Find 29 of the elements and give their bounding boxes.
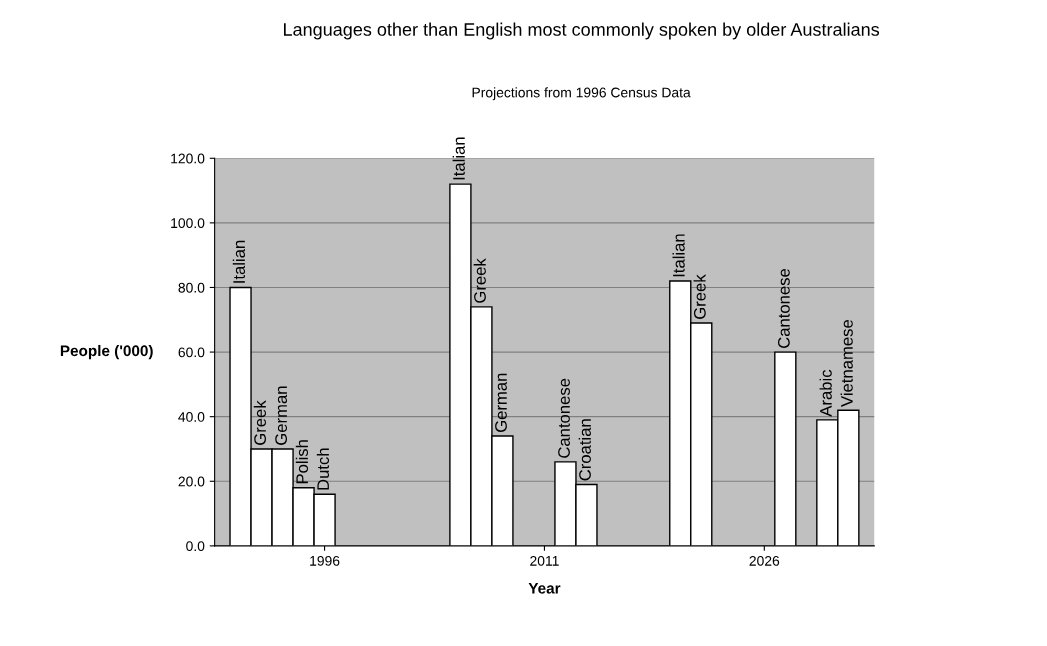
x-axis-title: Year — [528, 582, 561, 594]
x-tick-label: 2026 — [749, 555, 780, 566]
text: Italian — [232, 240, 245, 283]
text: Cantonese — [558, 378, 570, 458]
y-tick-label: 0.0 — [186, 541, 205, 552]
text: Greek — [693, 274, 706, 319]
text: Dutch — [316, 448, 330, 490]
chart-subtitle: Projections from 1996 Census Data — [472, 87, 691, 101]
text: Vietnamese — [840, 320, 853, 407]
y-axis-title: People ('000) — [60, 344, 153, 360]
y-tick-label: 60.0 — [178, 347, 205, 358]
text: Polish — [295, 440, 309, 484]
text: German — [495, 373, 507, 432]
text: Croatian — [578, 419, 591, 481]
text: Italian — [672, 234, 685, 277]
y-tick-label: 120.0 — [171, 153, 205, 164]
y-tick-label: 100.0 — [171, 218, 205, 229]
text: Arabic — [819, 369, 832, 417]
x-tick-label: 1996 — [310, 555, 340, 566]
text: Italian — [452, 137, 465, 180]
y-tick-label: 40.0 — [178, 412, 205, 422]
chart-title: Languages other than English most commonly spoken by older Australians — [283, 22, 880, 40]
text: Greek — [473, 258, 486, 303]
y-tick-label: 80.0 — [178, 282, 205, 293]
y-tick-label: 20.0 — [178, 476, 205, 487]
text: Cantonese — [777, 268, 790, 348]
text: Greek — [253, 400, 267, 445]
x-tick-label: 2011 — [530, 555, 559, 566]
text: German — [275, 386, 288, 445]
